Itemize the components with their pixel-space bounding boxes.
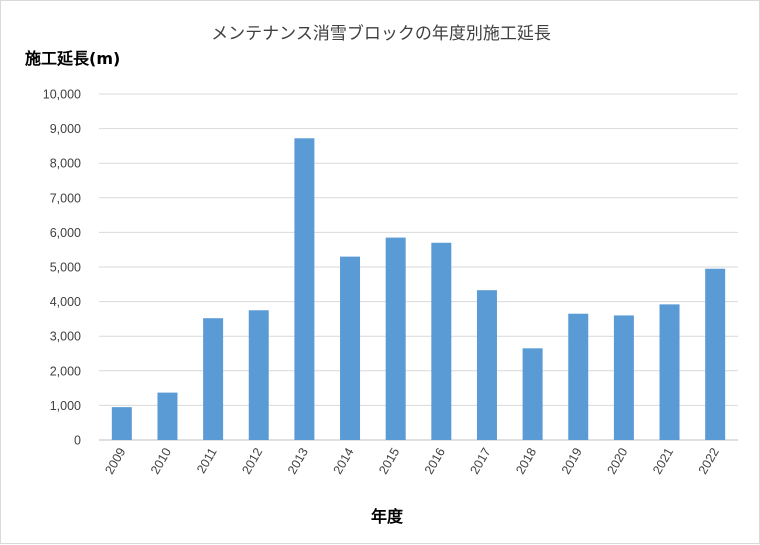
chart-title: メンテナンス消雪ブロックの年度別施工延長 (211, 23, 551, 44)
y-tick-label: 4,000 (50, 295, 81, 309)
x-tick-label-2013: 2013 (285, 445, 311, 476)
y-tick-labels: 0 1,000 2,000 3,000 4,000 5,000 6,000 7,000 8,00… (43, 88, 81, 448)
bar-2012 (248, 310, 269, 440)
gridlines (99, 93, 738, 441)
y-tick-label: 7,000 (50, 191, 81, 205)
x-tick-labels: 2009 2010 2011 2012 2013 2014 2015 2016 2017 2018… (102, 445, 721, 476)
y-tick-label: 5,000 (50, 261, 81, 275)
bar-2010 (157, 392, 178, 440)
x-tick-label-2020: 2020 (604, 445, 630, 476)
x-axis-label: 年度 (371, 507, 404, 526)
y-tick-label: 1,000 (50, 399, 81, 413)
x-tick-label-2019: 2019 (559, 445, 585, 476)
x-tick-label-2012: 2012 (239, 445, 265, 476)
x-tick-label-2017: 2017 (468, 445, 494, 476)
bar-2009 (111, 407, 132, 440)
bar-2022 (705, 268, 726, 440)
bar-2019 (568, 313, 589, 440)
x-tick-label-2011: 2011 (194, 445, 220, 475)
bar-2015 (385, 237, 406, 440)
y-axis-label: 施工延長(m) (25, 49, 120, 68)
y-tick-label: 8,000 (50, 157, 81, 171)
x-tick-label-2015: 2015 (376, 445, 402, 476)
bar-2021 (659, 304, 680, 440)
x-tick-label-2021: 2021 (650, 445, 676, 476)
y-tick-label: 0 (74, 434, 81, 448)
bar-2016 (431, 242, 452, 440)
x-tick-label-2016: 2016 (422, 445, 448, 476)
y-tick-label: 6,000 (50, 226, 81, 240)
y-tick-label: 3,000 (50, 330, 81, 344)
bars (111, 138, 726, 440)
x-tick-label-2010: 2010 (148, 445, 174, 476)
x-tick-label-2018: 2018 (513, 445, 539, 476)
x-tick-label-2009: 2009 (102, 445, 128, 476)
y-tick-label: 2,000 (50, 364, 81, 378)
bar-2018 (522, 348, 543, 440)
bar-2011 (203, 318, 224, 440)
bar-2013 (294, 138, 315, 440)
y-tick-label: 10,000 (43, 88, 81, 102)
bar-2014 (340, 256, 361, 440)
x-tick-label-2014: 2014 (331, 445, 357, 476)
bar-2020 (613, 315, 634, 440)
y-tick-label: 9,000 (50, 122, 81, 136)
x-tick-label-2022: 2022 (696, 445, 722, 476)
bar-2017 (476, 290, 497, 440)
